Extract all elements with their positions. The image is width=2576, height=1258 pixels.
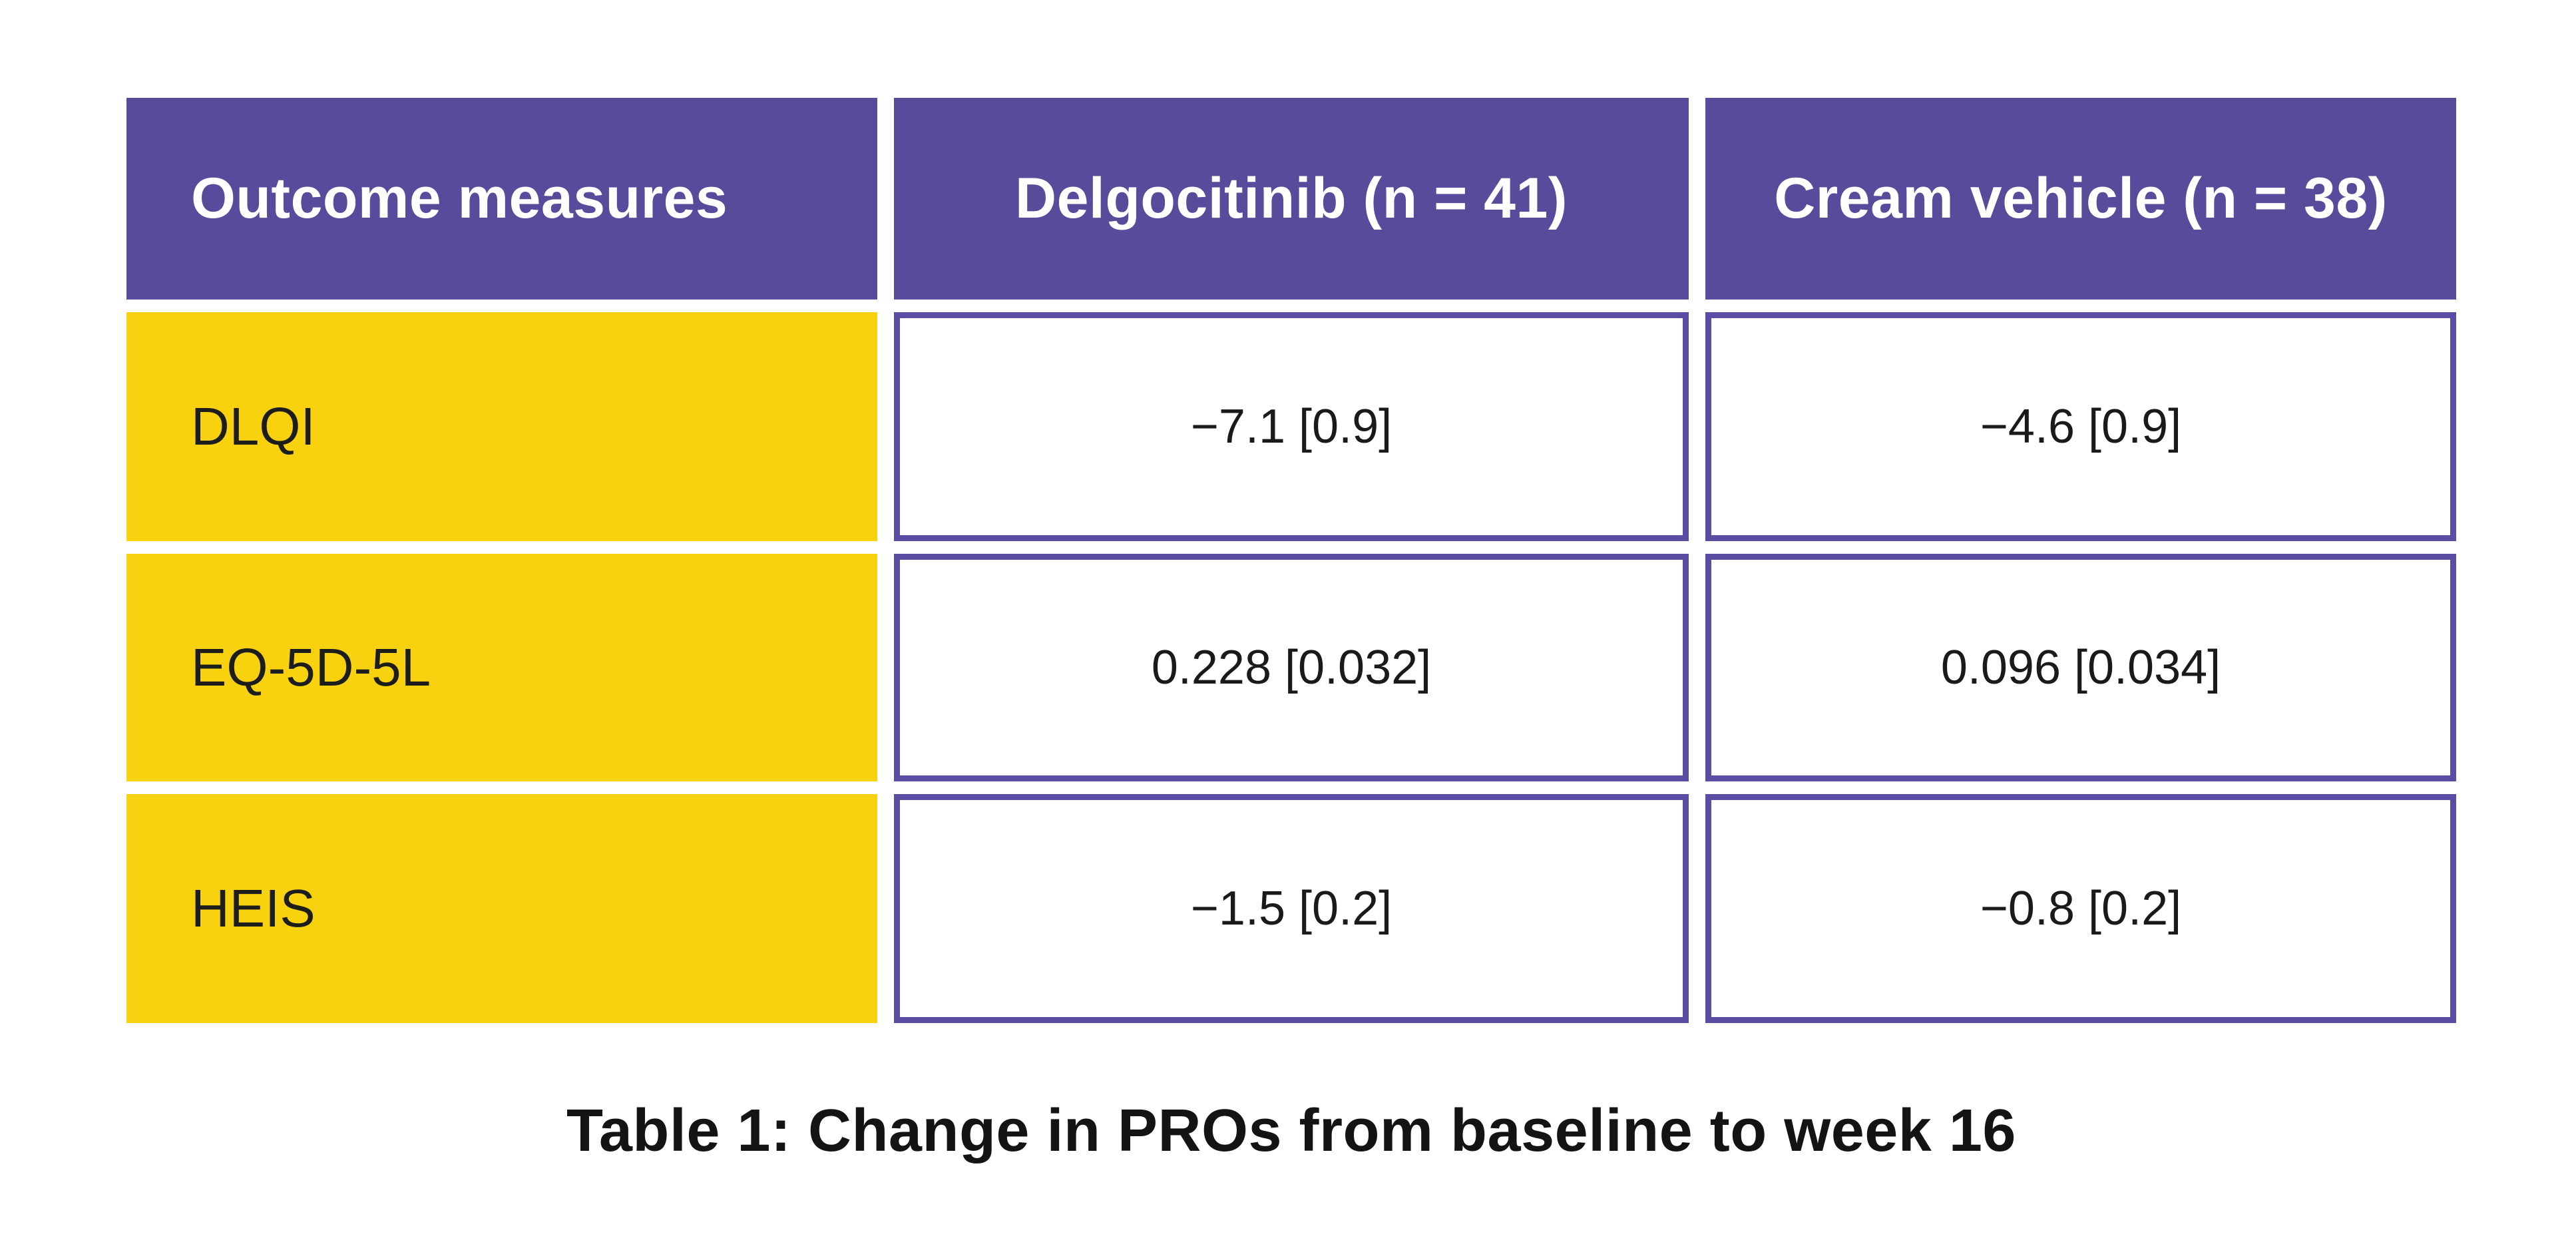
table-caption: Table 1: Change in PROs from baseline to…	[566, 1098, 2016, 1164]
cell-eq-5d-5l-delgocitinib: 0.228 [0.032]	[894, 554, 1689, 781]
row-label-eq-5d-5l: EQ-5D-5L	[126, 554, 877, 781]
column-header-cream-vehicle: Cream vehicle (n = 38)	[1705, 98, 2456, 300]
row-label-dlqi: DLQI	[126, 312, 877, 541]
cell-heis-delgocitinib: −1.5 [0.2]	[894, 794, 1689, 1023]
cell-eq-5d-5l-cream-vehicle: 0.096 [0.034]	[1705, 554, 2456, 781]
column-header-delgocitinib: Delgocitinib (n = 41)	[894, 98, 1689, 300]
cell-dlqi-cream-vehicle: −4.6 [0.9]	[1705, 312, 2456, 541]
row-label-heis: HEIS	[126, 794, 877, 1023]
cell-dlqi-delgocitinib: −7.1 [0.9]	[894, 312, 1689, 541]
outcomes-table: Outcome measures Delgocitinib (n = 41) C…	[126, 98, 2456, 1023]
column-header-outcome-measures: Outcome measures	[126, 98, 877, 300]
cell-heis-cream-vehicle: −0.8 [0.2]	[1705, 794, 2456, 1023]
